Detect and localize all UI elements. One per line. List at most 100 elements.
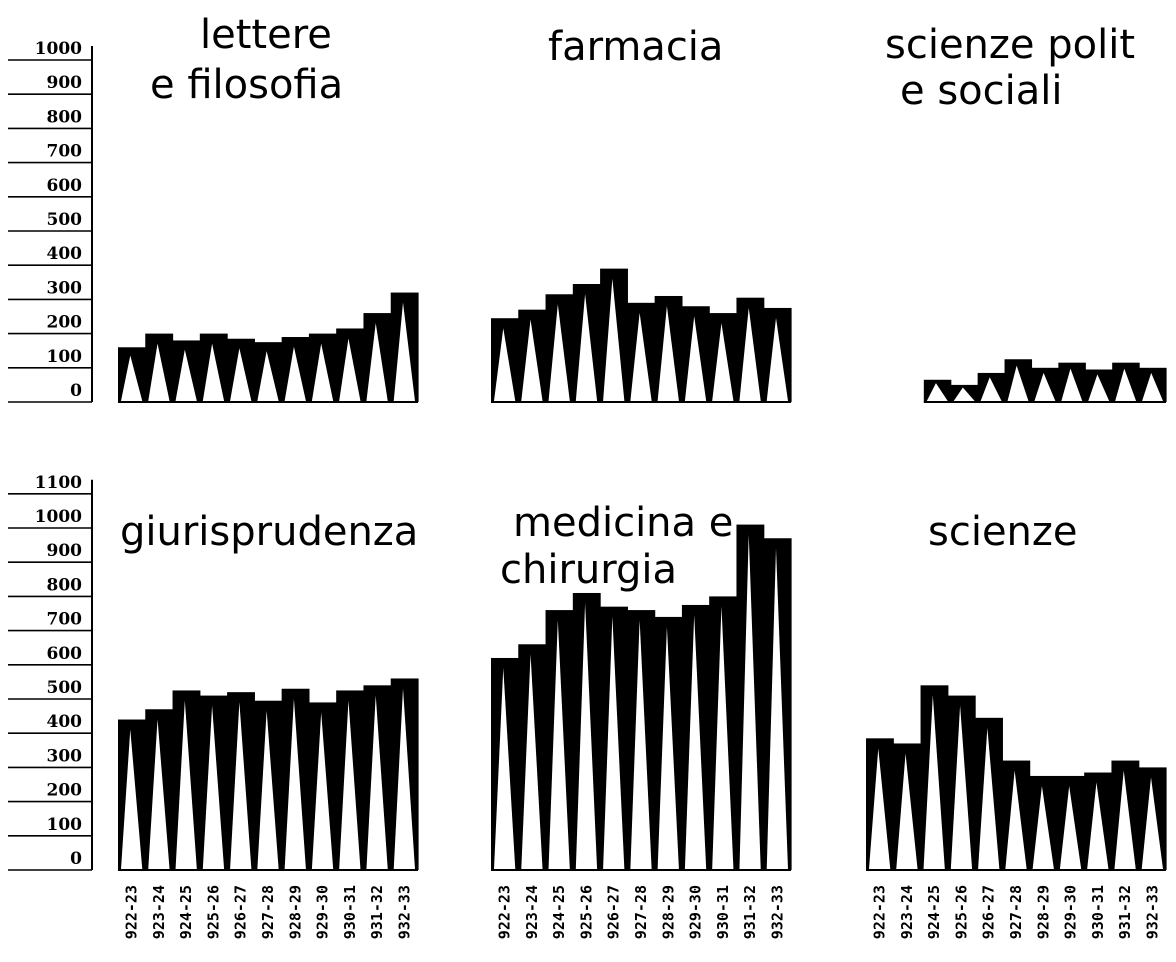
bar-triangle: [366, 695, 388, 869]
bar-triangle: [923, 695, 945, 869]
panel-title: e filosofia: [150, 62, 343, 108]
y-tick-label: 1100: [35, 473, 82, 493]
bar-triangle: [712, 323, 734, 401]
bar-triangle: [926, 383, 948, 401]
panel-title: giurisprudenza: [120, 509, 418, 555]
bar-triangle: [1142, 372, 1163, 401]
bar-triangle: [712, 606, 734, 869]
y-tick-label: 200: [47, 313, 83, 333]
bar-triangle: [202, 705, 225, 869]
bar-triangle: [521, 654, 543, 869]
bar-triangle: [1059, 785, 1082, 869]
y-tick-label: 500: [47, 678, 83, 698]
panel-title: scienze polit: [885, 22, 1135, 68]
chart-panel-2: [923, 359, 1167, 403]
x-tick-label: 929-30: [314, 885, 332, 939]
y-tick-label: 200: [47, 781, 83, 801]
bar-triangle: [1087, 782, 1109, 869]
bar-triangle: [684, 614, 707, 869]
bar-triangle: [1115, 368, 1137, 401]
y-tick-label: 300: [47, 746, 83, 766]
panel-title: e sociali: [900, 68, 1062, 114]
bar-triangle: [175, 700, 197, 869]
bar-triangle: [1088, 374, 1110, 401]
y-tick-label: 500: [47, 210, 83, 230]
bar-triangle: [980, 377, 1002, 401]
bar-triangle: [311, 343, 334, 401]
bar-triangle: [393, 688, 415, 869]
bar-triangle: [148, 343, 170, 401]
x-tick-label: 930-31: [714, 885, 732, 939]
bar-triangle: [494, 667, 516, 869]
bar-triangle: [1034, 372, 1056, 401]
x-tick-label: 922-23: [123, 885, 141, 939]
x-tick-label: 922-23: [871, 885, 889, 939]
bar-triangle: [1141, 777, 1163, 869]
y-axes: 0 100 200 300 400 500 600 700 800 900 1000 0 100 200 3…: [8, 39, 93, 871]
bar-triangle: [766, 548, 788, 869]
bar-triangle: [230, 348, 252, 401]
bar-triangle: [603, 278, 625, 401]
bar-triangle: [684, 316, 707, 401]
y-axis: 0 100 200 300 400 500 600 700 800 900 1000: [8, 39, 93, 403]
chart-panel-1: [491, 268, 792, 403]
bar-triangle: [393, 302, 415, 401]
bar-triangle: [766, 317, 788, 401]
bar-triangle: [869, 748, 891, 869]
y-tick-label: 400: [47, 244, 83, 264]
panel-title: scienze: [928, 509, 1078, 555]
bar-triangle: [953, 387, 975, 401]
x-tick-label: 924-25: [550, 885, 568, 939]
bar-triangle: [603, 616, 625, 869]
bar-triangle: [575, 602, 598, 869]
x-tick-label: 923-24: [523, 885, 541, 939]
chart-panel-5: [866, 685, 1167, 871]
bar-triangle: [739, 307, 761, 401]
bar-triangle: [366, 323, 388, 401]
bar-triangle: [1005, 770, 1027, 869]
bar-triangle: [284, 698, 306, 869]
x-tick-label: 927-28: [632, 885, 650, 939]
panel-title: medicina e: [513, 500, 733, 546]
bar-triangle: [494, 328, 516, 401]
y-tick-label: 700: [47, 610, 83, 630]
x-tick-label: 929-30: [1062, 885, 1080, 939]
bar-triangle: [978, 727, 1000, 869]
x-tick-label: 925-26: [577, 885, 595, 939]
bar-triangle: [1061, 368, 1083, 401]
bar-triangle: [311, 712, 334, 869]
bar-triangle: [657, 305, 679, 401]
y-tick-label: 600: [47, 644, 83, 664]
bar-triangle: [950, 705, 973, 869]
y-tick-label: 700: [47, 142, 83, 162]
x-tick-label: 922-23: [496, 885, 514, 939]
y-tick-label: 1000: [35, 39, 82, 59]
y-tick-label: 1000: [35, 507, 82, 527]
x-tick-label: 931-32: [741, 885, 759, 939]
x-tick-label: 924-25: [177, 885, 195, 939]
y-tick-label: 800: [47, 575, 83, 595]
x-tick-label: 929-30: [687, 885, 705, 939]
bar-triangle: [575, 294, 598, 401]
bar-triangle: [257, 351, 279, 401]
x-tick-label: 927-28: [1007, 885, 1025, 939]
x-tick-label: 926-27: [232, 885, 250, 939]
bar-triangle: [121, 355, 143, 401]
chart-panel-4: [491, 524, 792, 871]
bar-triangle: [202, 343, 225, 401]
bar-triangle: [521, 319, 543, 401]
bar-triangle: [548, 620, 570, 869]
bar-triangle: [339, 338, 361, 401]
bar-triangle: [1032, 785, 1054, 869]
bar-triangle: [630, 312, 652, 401]
x-tick-label: 932-33: [768, 885, 786, 939]
x-tick-label: 926-27: [605, 885, 623, 939]
x-tick-label: 928-29: [659, 885, 677, 939]
x-tick-label: 930-31: [341, 885, 359, 939]
y-tick-label: 100: [47, 347, 83, 367]
bar-triangle: [148, 719, 170, 869]
y-tick-label: 900: [47, 73, 83, 93]
bar-triangle: [339, 700, 361, 869]
